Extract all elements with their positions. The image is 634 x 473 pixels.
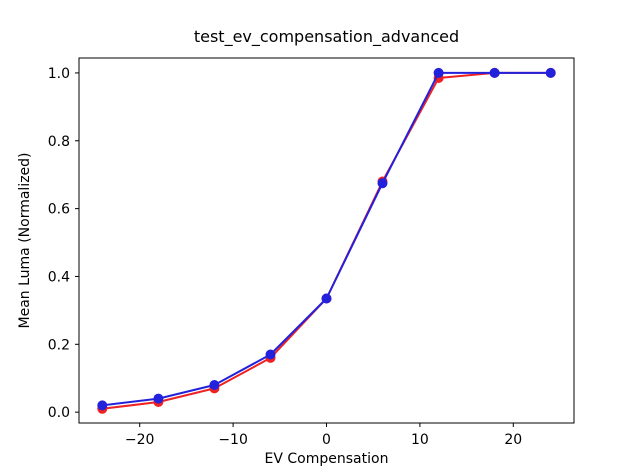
y-tick-label: 0.2 <box>48 337 70 353</box>
y-tick-label: 0.4 <box>48 269 70 285</box>
data-point-blue-series <box>377 178 388 189</box>
data-point-blue-series <box>433 67 444 78</box>
data-point-blue-series <box>321 293 332 304</box>
x-tick-label: 0 <box>322 432 331 448</box>
x-tick-label: −20 <box>125 432 155 448</box>
data-point-blue-series <box>97 400 108 411</box>
data-point-blue-series <box>265 349 276 360</box>
x-tick-label: −10 <box>218 432 248 448</box>
data-point-blue-series <box>153 393 164 404</box>
data-point-blue-series <box>545 67 556 78</box>
y-tick-label: 0.8 <box>48 134 70 150</box>
x-tick-label: 10 <box>411 432 429 448</box>
x-axis-label: EV Compensation <box>265 451 389 467</box>
data-point-blue-series <box>209 380 220 390</box>
y-tick-label: 1.0 <box>48 66 70 82</box>
chart-title: test_ev_compensation_advanced <box>194 27 459 47</box>
data-point-blue-series <box>489 67 500 78</box>
y-axis-label: Mean Luma (Normalized) <box>17 152 33 328</box>
plot-spines <box>78 57 575 424</box>
y-tick-label: 0.6 <box>48 202 70 218</box>
x-tick-label: 20 <box>504 432 522 448</box>
y-tick-label: 0.0 <box>48 405 70 421</box>
